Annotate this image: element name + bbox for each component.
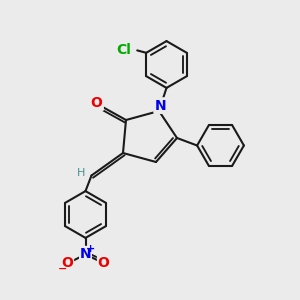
Text: O: O [98,256,110,270]
Text: O: O [91,96,103,110]
Text: H: H [76,168,85,178]
Text: −: − [58,263,68,274]
Text: +: + [86,244,95,254]
Text: N: N [80,247,91,260]
Text: O: O [61,256,74,270]
Text: N: N [155,99,166,112]
Text: Cl: Cl [116,44,131,57]
